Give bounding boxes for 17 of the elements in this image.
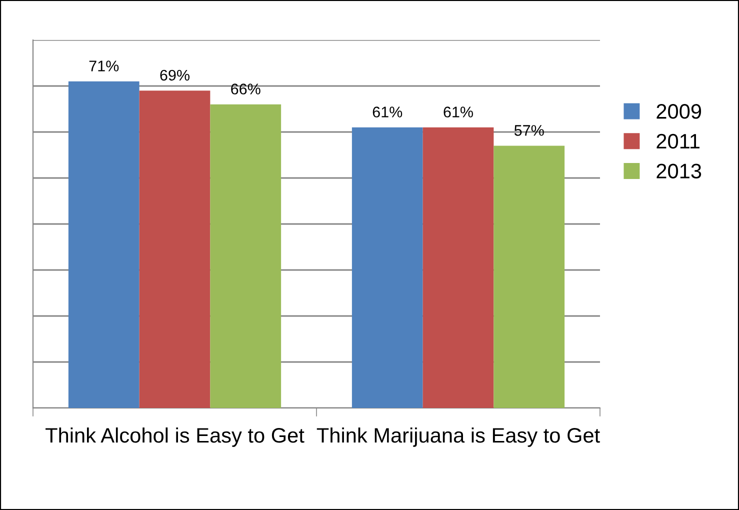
bar [352, 127, 423, 408]
data-label: 69% [160, 70, 190, 81]
bar [139, 90, 210, 408]
data-label: 66% [231, 84, 260, 94]
data-label: 61% [444, 106, 473, 118]
bar [210, 104, 282, 408]
data-label: 61% [372, 106, 402, 118]
bar [494, 146, 565, 408]
bar [68, 81, 140, 408]
bar [422, 127, 494, 408]
legend-label: 2009 [656, 104, 702, 119]
x-tick-label: Think Alcohol is Easy to Get [46, 427, 304, 447]
legend-label: 2011 [656, 134, 700, 149]
legend-label: 2013 [656, 164, 702, 178]
data-label: 71% [89, 60, 119, 72]
data-label: 57% [514, 125, 544, 136]
x-tick-label: Think Marijuana is Easy to Get [316, 427, 600, 447]
